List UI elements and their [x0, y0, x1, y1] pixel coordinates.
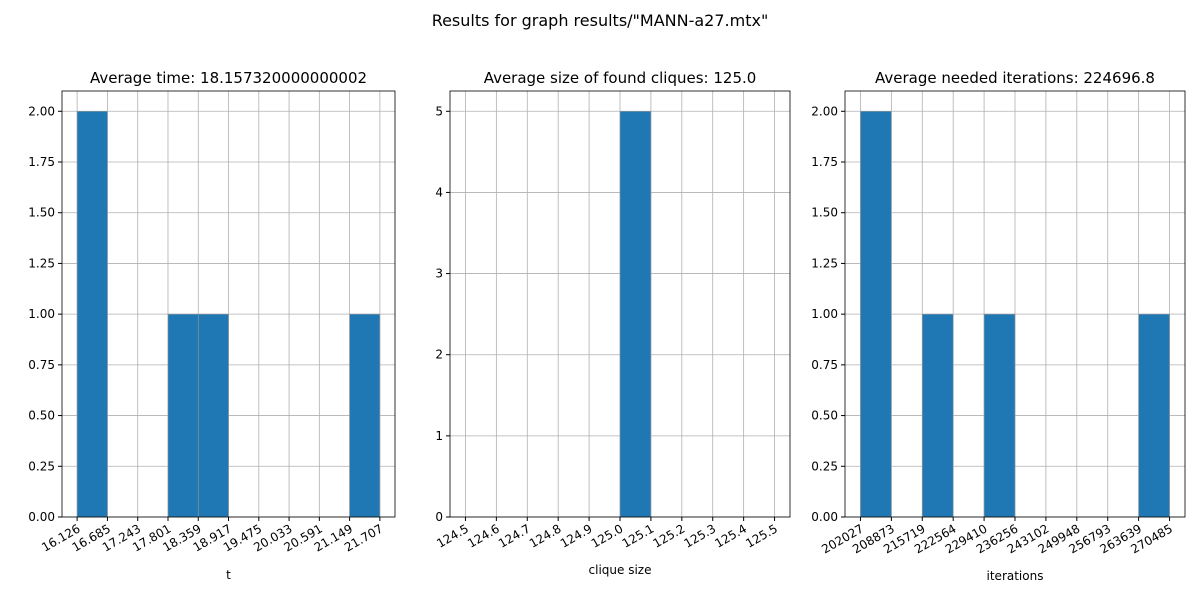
y-tick-label: 0.50 [811, 409, 838, 423]
x-axis-label: iterations [987, 569, 1044, 583]
bar [921, 313, 954, 518]
chart-title: Average needed iterations: 224696.8 [875, 69, 1155, 87]
x-tick-label: 124.6 [465, 521, 502, 550]
y-tick-label: 1.75 [28, 155, 55, 169]
x-tick-label: 124.8 [527, 521, 564, 550]
bar [1138, 313, 1170, 518]
y-tick-label: 1.75 [811, 155, 838, 169]
x-tick-label: 125.3 [681, 521, 718, 550]
y-tick-label: 0.50 [28, 409, 55, 423]
x-tick-label: 124.7 [496, 521, 533, 550]
y-tick-label: 0.75 [811, 358, 838, 372]
axes-frame [61, 90, 396, 518]
y-tick-label: 2.00 [811, 104, 838, 118]
y-tick-label: 0.25 [811, 459, 838, 473]
y-tick-label: 1.00 [28, 307, 55, 321]
bar [983, 313, 1016, 518]
bar [619, 110, 652, 518]
axes-frame [449, 90, 791, 518]
y-tick-label: 0 [435, 510, 443, 524]
axes-frame [844, 90, 1186, 518]
x-axis-label: clique size [589, 563, 652, 577]
y-tick-label: 2.00 [28, 104, 55, 118]
x-tick-label: 125.5 [743, 521, 780, 550]
y-tick-label: 0.00 [28, 510, 55, 524]
y-tick-label: 1.50 [28, 206, 55, 220]
y-tick-label: 1 [435, 429, 443, 443]
x-tick-label: 124.5 [434, 521, 471, 550]
bar [197, 313, 229, 518]
x-axis-label: t [226, 568, 231, 582]
y-tick-label: 3 [435, 267, 443, 281]
bar [167, 313, 199, 518]
y-tick-label: 4 [435, 185, 443, 199]
y-tick-label: 1.00 [811, 307, 838, 321]
y-tick-label: 1.25 [811, 256, 838, 270]
y-tick-label: 0.00 [811, 510, 838, 524]
y-tick-label: 1.50 [811, 206, 838, 220]
chart-title: Average time: 18.157320000000002 [90, 69, 367, 87]
x-tick-label: 125.0 [589, 521, 626, 550]
figure-title: Results for graph results/"MANN-a27.mtx" [432, 11, 769, 30]
x-tick-label: 125.2 [651, 521, 688, 550]
x-tick-label: 124.9 [558, 521, 595, 550]
chart-title: Average size of found cliques: 125.0 [484, 69, 757, 87]
y-tick-label: 5 [435, 104, 443, 118]
x-tick-label: 125.4 [712, 521, 749, 550]
bar [349, 313, 381, 518]
y-tick-label: 1.25 [28, 256, 55, 270]
y-tick-label: 2 [435, 348, 443, 362]
bar [76, 110, 108, 518]
y-tick-label: 0.25 [28, 459, 55, 473]
bar [860, 110, 892, 518]
x-tick-label: 125.1 [620, 521, 657, 550]
y-tick-label: 0.75 [28, 358, 55, 372]
